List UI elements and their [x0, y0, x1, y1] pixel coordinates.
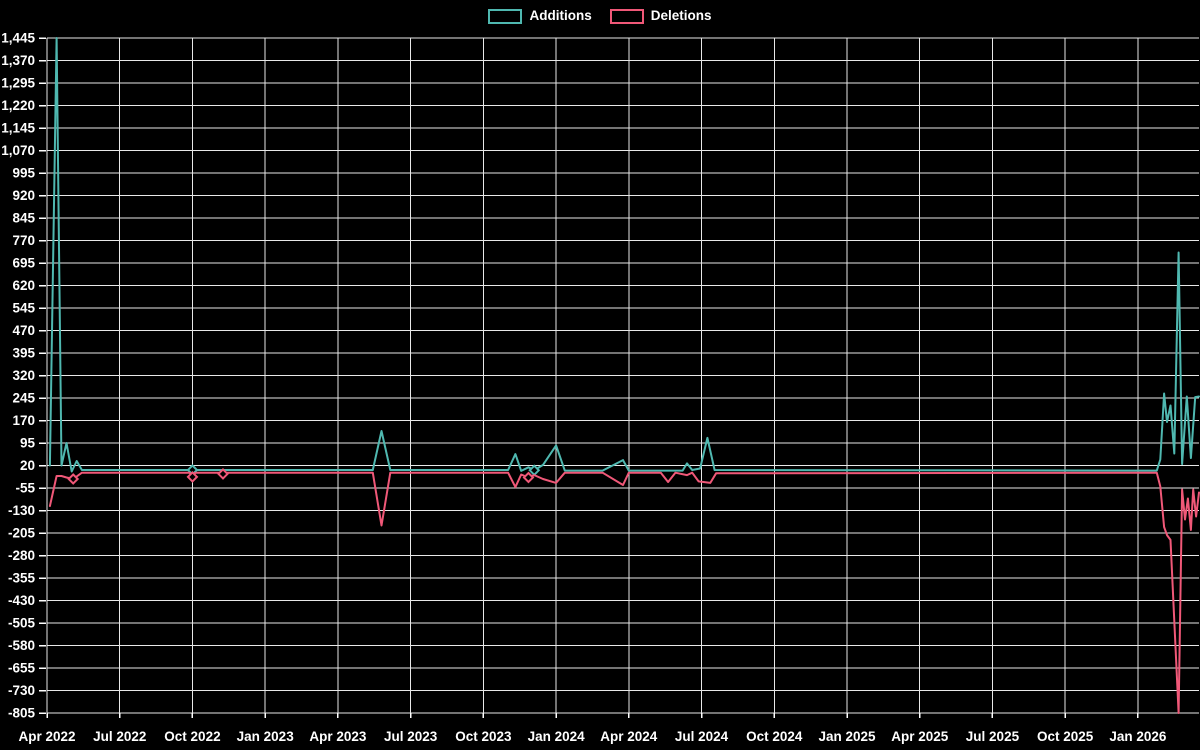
legend-item-deletions[interactable]: Deletions [609, 8, 712, 24]
x-axis-label: Jul 2024 [675, 729, 729, 744]
chart-legend: Additions Deletions [0, 6, 1200, 26]
y-axis-label: 95 [20, 436, 36, 451]
y-axis-label: 245 [12, 391, 35, 406]
y-axis-label: 845 [12, 211, 35, 226]
x-axis-label: Oct 2022 [164, 729, 220, 744]
y-axis-label: 770 [12, 233, 35, 248]
y-axis-label: 470 [12, 323, 35, 338]
y-axis-label: 320 [12, 368, 35, 383]
y-axis-label: 620 [12, 278, 35, 293]
y-axis-label: 545 [12, 301, 35, 316]
y-axis-label: -580 [8, 638, 35, 653]
x-axis-label: Apr 2023 [309, 729, 367, 744]
x-axis-label: Apr 2025 [891, 729, 949, 744]
y-axis-label: 1,295 [1, 76, 35, 91]
deletions-point-marker[interactable] [217, 467, 229, 480]
x-axis-label: Jan 2025 [818, 729, 876, 744]
y-axis-label: 20 [20, 458, 35, 473]
x-axis-label: Apr 2022 [18, 729, 75, 744]
x-axis-label: Jan 2026 [1109, 729, 1167, 744]
y-axis-label: -655 [8, 661, 36, 676]
x-axis-label: Apr 2024 [600, 729, 658, 744]
deletions-legend-swatch [609, 8, 644, 24]
y-axis-label: -280 [8, 548, 35, 563]
x-axis-label: Jul 2022 [93, 729, 146, 744]
y-axis-label: 395 [12, 346, 35, 361]
y-axis-label: -205 [8, 526, 36, 541]
y-axis-label: -505 [8, 616, 36, 631]
y-axis-label: 995 [12, 166, 35, 181]
y-axis-label: -430 [8, 593, 35, 608]
y-axis-label: 1,070 [1, 143, 35, 158]
deletions-legend-label: Deletions [650, 8, 712, 24]
x-axis-label: Jan 2023 [237, 729, 295, 744]
x-axis-label: Jan 2024 [528, 729, 586, 744]
deletions-line [48, 471, 1200, 714]
additions-legend-swatch [488, 8, 523, 24]
y-axis-label: -805 [8, 706, 36, 721]
additions-point-marker[interactable] [528, 464, 541, 477]
deletions-point-marker[interactable] [186, 470, 199, 483]
y-axis-label: 695 [12, 256, 35, 271]
x-axis-label: Oct 2023 [455, 729, 512, 744]
y-axis-label: 1,145 [1, 121, 35, 136]
y-axis-label: 1,445 [1, 31, 35, 46]
y-axis-label: 170 [12, 413, 35, 428]
x-axis-label: Oct 2024 [746, 729, 803, 744]
y-axis-label: -55 [15, 481, 35, 496]
additions-line [48, 37, 1200, 473]
y-axis-label: -355 [8, 571, 36, 586]
y-axis-label: -130 [8, 503, 35, 518]
y-axis-label: 920 [12, 188, 35, 203]
additions-legend-label: Additions [529, 8, 592, 24]
y-axis-label: 1,370 [1, 53, 35, 68]
deletions-point-marker[interactable] [522, 471, 535, 484]
legend-item-additions[interactable]: Additions [488, 8, 592, 24]
x-axis-label: Jul 2023 [384, 729, 438, 744]
y-axis-label: -730 [8, 683, 35, 698]
y-axis-label: 1,220 [1, 98, 35, 113]
deletions-point-marker[interactable] [67, 473, 80, 485]
x-axis-label: Jul 2025 [966, 729, 1020, 744]
x-axis-label: Oct 2025 [1037, 729, 1094, 744]
